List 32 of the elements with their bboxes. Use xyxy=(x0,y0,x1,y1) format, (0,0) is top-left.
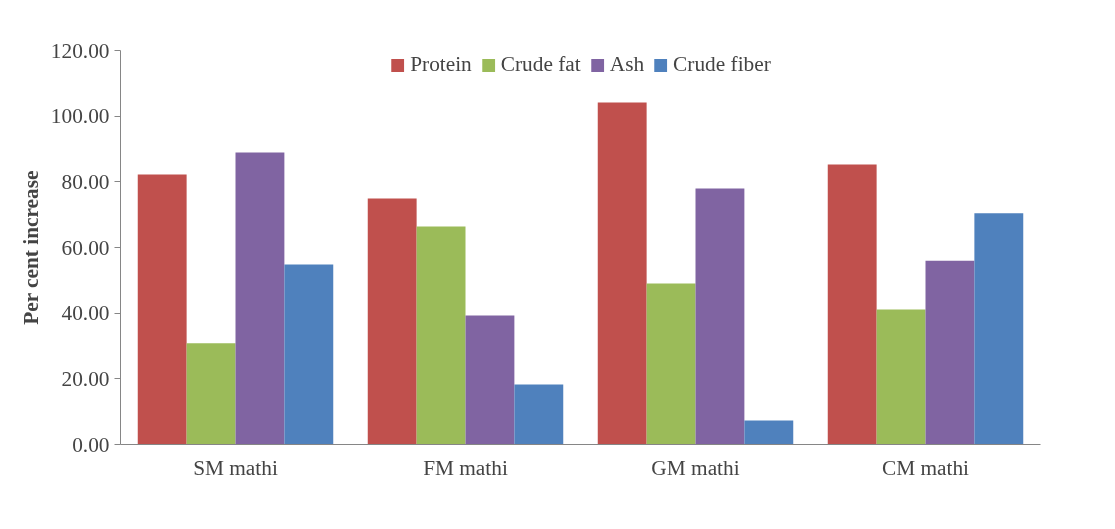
y-tick-label: 120.00 xyxy=(50,38,110,63)
bar xyxy=(827,164,877,445)
legend-label: Crude fiber xyxy=(673,52,771,77)
legend-label: Protein xyxy=(410,52,472,77)
y-tick-label: 80.00 xyxy=(61,169,110,194)
x-tick-label: SM mathi xyxy=(193,455,278,480)
bar xyxy=(416,226,466,445)
bar xyxy=(137,174,187,445)
x-tick-label: CM mathi xyxy=(881,455,970,480)
y-tick-label: 40.00 xyxy=(61,301,110,326)
bar xyxy=(646,283,696,445)
bar xyxy=(514,384,564,445)
y-tick-label: 0.00 xyxy=(72,432,110,457)
y-axis-title: Per cent increase xyxy=(18,170,43,325)
bar xyxy=(186,343,236,445)
bar xyxy=(925,260,975,445)
legend-label: Crude fat xyxy=(500,52,581,77)
bar xyxy=(235,152,285,445)
bar xyxy=(465,315,515,445)
bar xyxy=(744,420,794,445)
bar xyxy=(597,102,647,445)
legend-label: Ash xyxy=(609,52,645,77)
bar xyxy=(367,198,417,445)
x-tick-label: FM mathi xyxy=(423,455,508,480)
bar xyxy=(284,264,334,445)
y-tick-label: 60.00 xyxy=(61,235,110,260)
y-tick-label: 20.00 xyxy=(61,366,110,391)
bar xyxy=(695,188,745,445)
bar xyxy=(876,309,926,445)
y-tick-label: 100.00 xyxy=(50,104,110,129)
x-tick-label: GM mathi xyxy=(651,455,740,480)
bar xyxy=(974,213,1024,445)
